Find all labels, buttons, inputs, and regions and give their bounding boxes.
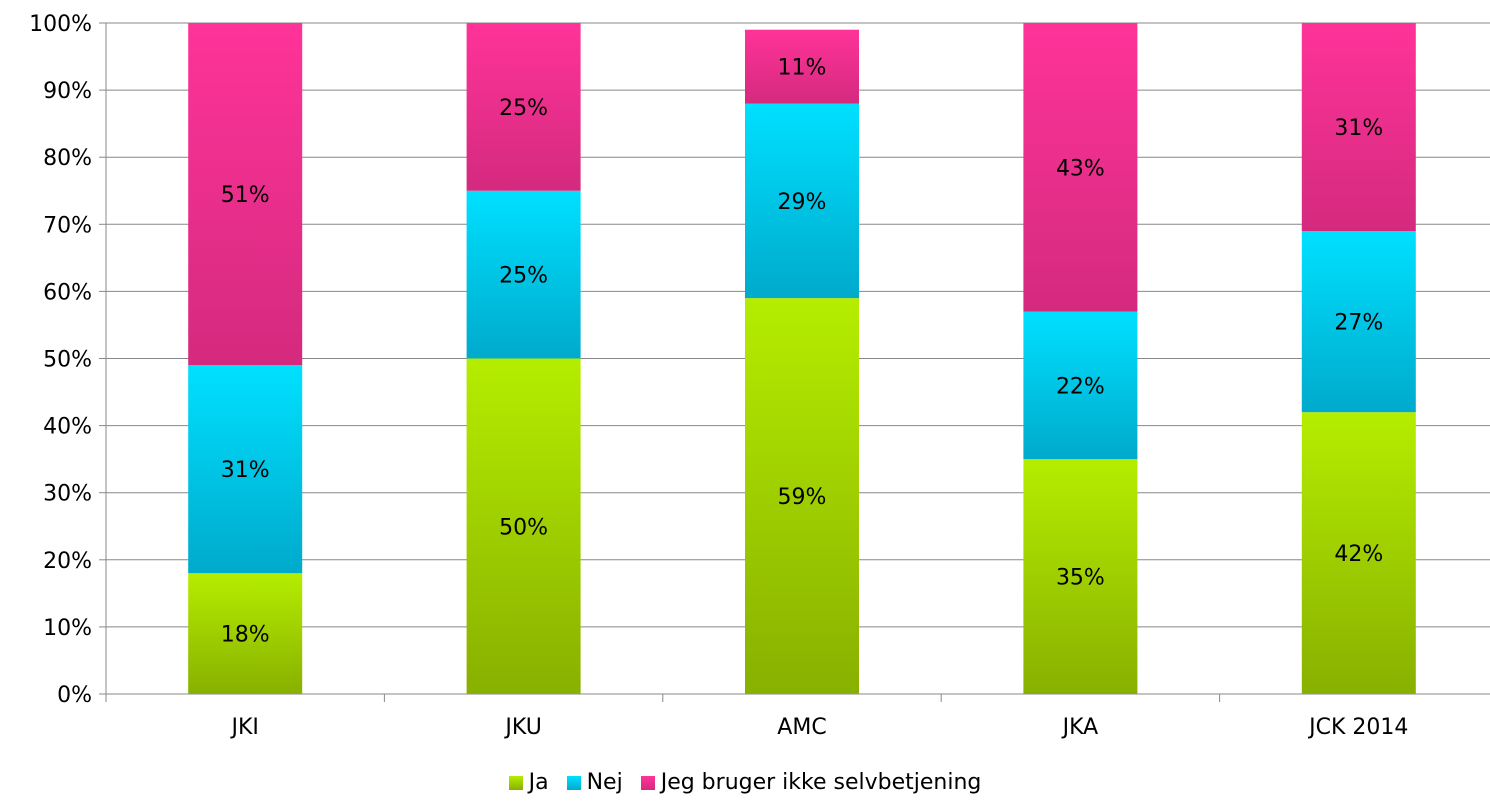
data-label: 51% bbox=[221, 183, 270, 208]
y-tick-label: 0% bbox=[57, 683, 92, 708]
data-label: 25% bbox=[499, 264, 548, 289]
y-tick-label: 70% bbox=[43, 213, 92, 238]
x-tick-label: JCK 2014 bbox=[1307, 715, 1408, 740]
bar-jck-2014-series-2 bbox=[1301, 23, 1416, 232]
legend-label-jeg-bruger: Jeg bruger ikke selvbetjening bbox=[660, 770, 982, 795]
x-tick-label: JKU bbox=[503, 715, 541, 740]
bar-jka-series-2 bbox=[1023, 23, 1138, 312]
x-tick-label: AMC bbox=[777, 715, 826, 740]
data-label: 29% bbox=[778, 190, 827, 215]
bar-jki-series-2 bbox=[188, 23, 303, 366]
data-label: 35% bbox=[1056, 566, 1105, 591]
bar-jku-series-2 bbox=[466, 23, 581, 191]
legend-label-nej: Nej bbox=[586, 770, 623, 795]
y-tick-label: 100% bbox=[29, 12, 92, 37]
x-tick-label: JKA bbox=[1061, 715, 1099, 740]
data-label: 25% bbox=[499, 96, 548, 121]
data-label: 27% bbox=[1334, 311, 1383, 336]
y-tick-label: 20% bbox=[43, 549, 92, 574]
legend-swatch-jeg-bruger bbox=[640, 775, 655, 790]
y-tick-label: 30% bbox=[43, 482, 92, 507]
y-tick-label: 50% bbox=[43, 348, 92, 373]
bar-jku-series-1 bbox=[466, 190, 581, 359]
data-label: 31% bbox=[221, 458, 270, 483]
bar-jki-series-1 bbox=[188, 365, 303, 574]
data-label: 31% bbox=[1334, 116, 1383, 141]
bar-amc-series-0 bbox=[745, 298, 859, 694]
data-label: 22% bbox=[1056, 374, 1105, 399]
y-tick-label: 80% bbox=[43, 146, 92, 171]
stacked-bar-chart: 18% 31% 51% 50% 25% 25% 59% 29% 11% 35% 22% 43% 42% 2… bbox=[29, 12, 1490, 740]
legend: Ja Nej Jeg bruger ikke selvbetjening bbox=[0, 770, 1490, 795]
bar-jck-2014-series-0 bbox=[1301, 412, 1416, 694]
data-label: 50% bbox=[499, 515, 548, 540]
legend-item-ja: Ja bbox=[508, 770, 549, 795]
legend-swatch-nej bbox=[566, 775, 581, 790]
data-label: 42% bbox=[1334, 542, 1383, 567]
y-tick-label: 60% bbox=[43, 280, 92, 305]
bar-jka-series-0 bbox=[1023, 459, 1138, 694]
bars: 18% 31% 51% 50% 25% 25% 59% 29% 11% 35% 22% 43% 42% 2… bbox=[188, 23, 1416, 694]
bar-jck-2014-series-1 bbox=[1301, 231, 1416, 413]
legend-swatch-ja bbox=[508, 775, 523, 790]
bar-jku-series-0 bbox=[466, 358, 581, 694]
y-tick-label: 90% bbox=[43, 79, 92, 104]
data-label: 18% bbox=[221, 623, 270, 648]
bar-jka-series-1 bbox=[1023, 311, 1138, 460]
data-label: 43% bbox=[1056, 156, 1105, 181]
legend-item-jeg-bruger: Jeg bruger ikke selvbetjening bbox=[640, 770, 982, 795]
axes: 0% 10% 20% 30% 40% 50% 60% 70% 80% 90% 100% JKI JKU A… bbox=[29, 12, 1408, 740]
y-tick-label: 10% bbox=[43, 616, 92, 641]
bar-jki-series-0 bbox=[188, 573, 303, 694]
y-tick-label: 40% bbox=[43, 415, 92, 440]
legend-item-nej: Nej bbox=[566, 770, 623, 795]
bar-amc-series-1 bbox=[745, 103, 859, 299]
data-label: 11% bbox=[778, 56, 827, 81]
data-label: 59% bbox=[778, 485, 827, 510]
bar-amc-series-2 bbox=[745, 29, 859, 104]
x-tick-label: JKI bbox=[229, 715, 258, 740]
legend-label-ja: Ja bbox=[528, 770, 549, 795]
